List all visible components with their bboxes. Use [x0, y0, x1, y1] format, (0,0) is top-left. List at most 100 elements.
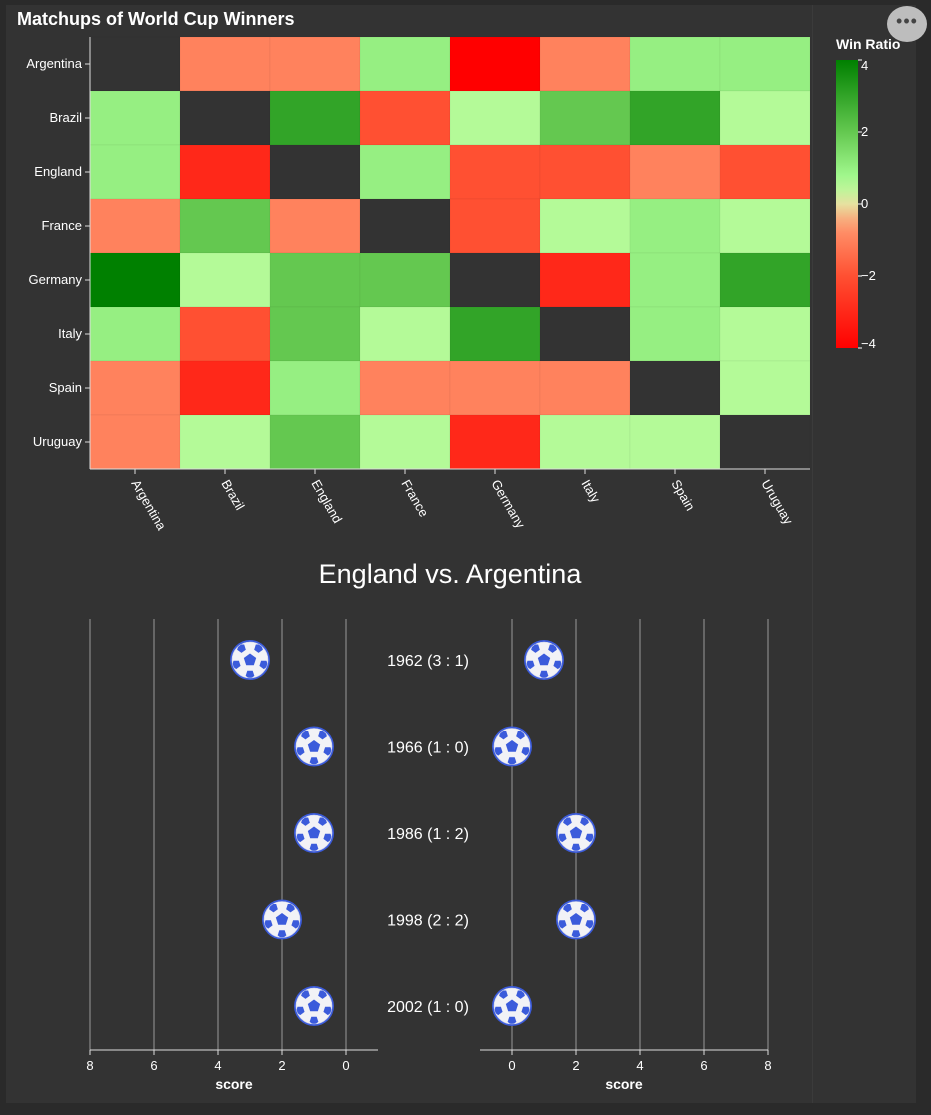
heatmap-cell[interactable] — [359, 144, 451, 200]
heatmap-cell[interactable] — [449, 198, 541, 254]
heatmap-cell[interactable] — [89, 252, 181, 308]
heatmap-cell[interactable] — [449, 414, 541, 470]
more-menu-button[interactable]: ••• — [887, 6, 927, 42]
heatmap-cell[interactable] — [719, 252, 811, 308]
x-tick-label: 0 — [342, 1058, 349, 1073]
heatmap-cell[interactable] — [179, 306, 271, 362]
heatmap-cell[interactable] — [539, 252, 631, 308]
soccer-ball-icon[interactable] — [524, 640, 564, 680]
england-vs-argentina-chart: England vs. Argentina 8 6 4 2 0 0 2 4 6 8 score scor… — [86, 559, 771, 1092]
panel-divider — [812, 5, 813, 1103]
heatmap-cell[interactable] — [269, 144, 361, 200]
heatmap-cell[interactable] — [89, 90, 181, 146]
soccer-ball-icon[interactable] — [294, 813, 334, 853]
soccer-ball-icon[interactable] — [294, 726, 334, 767]
soccer-ball-icon[interactable] — [262, 899, 302, 940]
heatmap-cell[interactable] — [449, 306, 541, 362]
heatmap-cell[interactable] — [449, 360, 541, 416]
match-label: 1962 (3 : 1) — [387, 653, 469, 670]
column-label: Spain — [668, 477, 698, 513]
match-label: 2002 (1 : 0) — [387, 999, 469, 1016]
row-label: Argentina — [26, 56, 82, 71]
legend-tick-label: 2 — [861, 124, 868, 139]
heatmap-cell[interactable] — [89, 144, 181, 200]
heatmap-cell[interactable] — [179, 198, 271, 254]
heatmap-cell[interactable] — [719, 360, 811, 416]
column-label: Argentina — [128, 477, 169, 533]
heatmap-cell[interactable] — [629, 198, 721, 254]
soccer-ball-icon[interactable] — [492, 986, 532, 1026]
heatmap-cell[interactable] — [719, 144, 811, 200]
column-label: England — [308, 477, 345, 526]
heatmap-cell[interactable] — [269, 90, 361, 146]
heatmap-cell[interactable] — [449, 144, 541, 200]
row-label: Brazil — [49, 110, 82, 125]
heatmap-cell[interactable] — [89, 360, 181, 416]
heatmap-cell[interactable] — [539, 36, 631, 92]
heatmap-cell[interactable] — [539, 144, 631, 200]
heatmap-cell[interactable] — [359, 360, 451, 416]
heatmap-cell[interactable] — [629, 414, 721, 470]
legend-title: Win Ratio — [836, 36, 900, 52]
heatmap-cell[interactable] — [269, 36, 361, 92]
heatmap-cell[interactable] — [179, 36, 271, 92]
heatmap-cell[interactable] — [629, 360, 721, 416]
heatmap-cell[interactable] — [269, 198, 361, 254]
heatmap-cell[interactable] — [179, 144, 271, 200]
soccer-ball-icon[interactable] — [492, 726, 532, 767]
heatmap-cell[interactable] — [539, 414, 631, 470]
heatmap-cell[interactable] — [269, 306, 361, 362]
soccer-ball-icon[interactable] — [556, 899, 596, 940]
heatmap-cell[interactable] — [89, 198, 181, 254]
heatmap-cell[interactable] — [719, 90, 811, 146]
heatmap-cell[interactable] — [719, 36, 811, 92]
heatmap-cell[interactable] — [629, 144, 721, 200]
heatmap-cell[interactable] — [179, 414, 271, 470]
soccer-ball-icon[interactable] — [294, 986, 334, 1026]
heatmap-cell[interactable] — [179, 90, 271, 146]
heatmap-cell[interactable] — [539, 90, 631, 146]
x-tick-label: 6 — [150, 1058, 157, 1073]
soccer-ball-icon[interactable] — [230, 640, 270, 680]
heatmap-cell[interactable] — [539, 198, 631, 254]
chart-title: Matchups of World Cup Winners — [17, 9, 295, 29]
heatmap-cell[interactable] — [629, 306, 721, 362]
heatmap-cell[interactable] — [539, 360, 631, 416]
column-label: Italy — [578, 477, 603, 506]
heatmap-cell[interactable] — [269, 360, 361, 416]
heatmap-cell[interactable] — [89, 414, 181, 470]
heatmap-cell[interactable] — [719, 198, 811, 254]
x-tick-label: 8 — [86, 1058, 93, 1073]
heatmap-cell[interactable] — [359, 198, 451, 254]
heatmap-cell[interactable] — [359, 36, 451, 92]
heatmap-cell[interactable] — [359, 90, 451, 146]
heatmap-cell[interactable] — [539, 306, 631, 362]
heatmap-cell[interactable] — [89, 306, 181, 362]
heatmap-cell[interactable] — [359, 414, 451, 470]
left-axis-title: score — [215, 1076, 253, 1092]
heatmap-cell[interactable] — [89, 36, 181, 92]
heatmap-cell[interactable] — [269, 252, 361, 308]
column-label: France — [398, 477, 431, 520]
heatmap-cell[interactable] — [359, 252, 451, 308]
heatmap-cell[interactable] — [179, 360, 271, 416]
heatmap-cell[interactable] — [179, 252, 271, 308]
match-label: 1966 (1 : 0) — [387, 740, 469, 757]
x-tick-label: 2 — [278, 1058, 285, 1073]
row-label: France — [42, 218, 82, 233]
heatmap-cell[interactable] — [449, 90, 541, 146]
heatmap-cell[interactable] — [269, 414, 361, 470]
row-label: Germany — [29, 272, 83, 287]
heatmap-cell[interactable] — [449, 252, 541, 308]
heatmap-cell[interactable] — [629, 90, 721, 146]
soccer-ball-icon[interactable] — [556, 813, 596, 853]
heatmap-cell[interactable] — [629, 252, 721, 308]
more-horizontal-icon: ••• — [896, 11, 918, 31]
column-label: Brazil — [218, 477, 247, 513]
column-label: Germany — [488, 477, 528, 531]
heatmap-cell[interactable] — [629, 36, 721, 92]
heatmap-cell[interactable] — [449, 36, 541, 92]
heatmap-cell[interactable] — [719, 306, 811, 362]
heatmap-cell[interactable] — [719, 414, 811, 470]
heatmap-cell[interactable] — [359, 306, 451, 362]
